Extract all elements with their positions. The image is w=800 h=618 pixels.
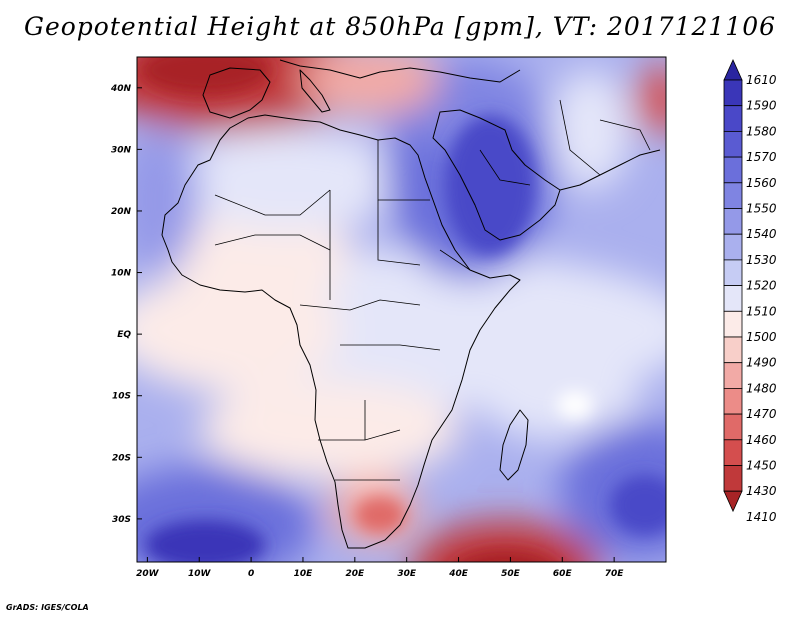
x-tick-label: 60E [553, 569, 573, 579]
europe-coast [279, 59, 521, 83]
colorbar-swatch [723, 413, 743, 441]
colorbar-swatch [723, 439, 743, 466]
x-tick-label: 70E [605, 569, 625, 579]
colorbar-label: 1550 [746, 202, 777, 216]
colorbar-label: 1460 [746, 433, 777, 447]
colorbar-label: 1430 [746, 484, 777, 498]
height-field [137, 57, 666, 562]
colorbar-label: 1580 [746, 124, 777, 138]
y-tick-label: 10S [112, 392, 131, 402]
y-tick-label: 30S [112, 515, 131, 525]
y-tick-label: 20N [111, 207, 132, 217]
x-tick-label: 20W [136, 569, 160, 579]
colorbar-swatch [723, 310, 743, 338]
y-tick-label: 30N [111, 145, 132, 155]
y-tick-label: EQ [117, 330, 131, 340]
colorbar-swatch [723, 233, 743, 261]
colorbar-swatch [723, 387, 743, 415]
borders [214, 99, 651, 481]
colorbar-label: 1470 [746, 407, 777, 421]
colorbar-arrow-top [723, 59, 743, 81]
colorbar-swatch [723, 259, 743, 286]
x-tick-label: 50E [501, 569, 521, 579]
x-tick-label: 10W [188, 569, 212, 579]
credit-text: GrADS: IGES/COLA [6, 603, 89, 612]
map-title: Geopotential Height at 850hPa [gpm], VT:… [23, 12, 777, 41]
italy-coast [299, 69, 331, 113]
colorbar-label: 1540 [746, 227, 777, 241]
colorbar-label: 1500 [746, 330, 777, 344]
y-tick-label: 10N [111, 269, 132, 279]
colorbar-label: 1450 [746, 459, 777, 473]
colorbar-label: 1490 [746, 356, 777, 370]
colorbar-swatch [723, 362, 743, 389]
colorbar-swatch [723, 182, 743, 209]
colorbar-arrow-bottom [723, 490, 743, 513]
x-tick-label: 30E [397, 569, 417, 579]
y-tick-label: 40N [110, 84, 132, 94]
colorbar-label: 1570 [746, 150, 777, 164]
colorbar-label: 1520 [746, 279, 777, 293]
colorbar-label: 1410 [746, 510, 777, 524]
colorbar-swatch [723, 79, 743, 107]
colorbar-swatch [723, 105, 743, 132]
x-tick-label: 10E [294, 569, 314, 579]
colorbar: 1610 1590 1580 1570 1560 1550 1540 1530 1520 1510… [723, 59, 777, 524]
x-axis: 20W 10W 0 10E 20E 30E 40E 50E 60E 70E [136, 557, 624, 579]
colorbar-swatch [723, 208, 743, 235]
colorbar-label: 1610 [746, 73, 777, 87]
colorbar-label: 1530 [746, 253, 777, 267]
colorbar-swatch [723, 130, 743, 158]
colorbar-label: 1480 [746, 381, 777, 395]
x-tick-label: 40E [448, 569, 469, 579]
colorbar-label: 1590 [746, 99, 777, 113]
plot-frame [136, 56, 667, 563]
colorbar-label: 1560 [746, 176, 777, 190]
y-axis: 40N 30N 20N 10N EQ 10S 20S 30S [110, 84, 142, 525]
x-tick-label: 0 [248, 569, 254, 579]
arabia-coast [432, 109, 561, 241]
colorbar-swatch [723, 156, 743, 184]
iberia-coast [202, 67, 271, 119]
colorbar-swatch [723, 465, 743, 492]
madagascar [499, 409, 529, 481]
colorbar-label: 1510 [746, 304, 777, 318]
x-tick-label: 20E [345, 569, 365, 579]
colorbar-swatch [723, 285, 743, 312]
asia-coast [559, 149, 661, 191]
colorbar-swatch [723, 336, 743, 364]
y-tick-label: 20S [112, 453, 131, 463]
